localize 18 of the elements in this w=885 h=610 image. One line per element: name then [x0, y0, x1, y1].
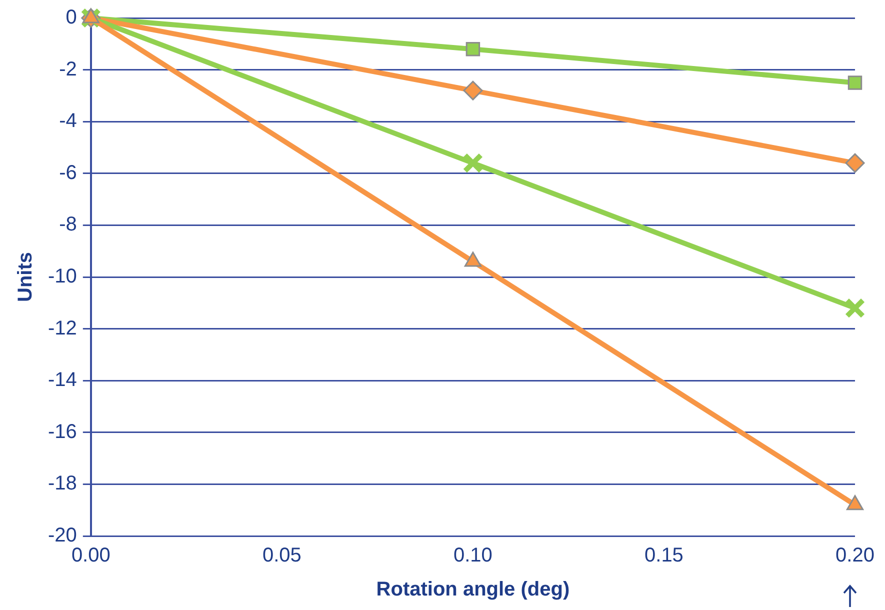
x-tick-label: 0.20 [836, 544, 874, 567]
y-tick-label: -2 [59, 58, 77, 80]
x-tick-label: 0.05 [262, 544, 302, 567]
x-axis-title: Rotation angle (deg) [376, 578, 570, 601]
x-tick-label: 0.00 [71, 544, 110, 567]
y-tick-label: -20 [48, 524, 77, 547]
y-tick-label: -12 [48, 317, 77, 340]
y-tick-label: -6 [59, 162, 77, 184]
y-tick-label: -18 [48, 472, 77, 495]
y-tick-label: -8 [59, 214, 77, 236]
y-tick-label: 0 [66, 6, 77, 29]
y-axis-title: Units [14, 252, 37, 302]
x-tick-label: 0.10 [453, 544, 492, 567]
x-tick-label: 0.15 [644, 544, 684, 567]
y-tick-label: -16 [48, 420, 77, 443]
y-tick-label: -4 [59, 110, 77, 132]
y-tick-label: -14 [48, 369, 77, 392]
y-tick-label: -10 [48, 266, 77, 288]
